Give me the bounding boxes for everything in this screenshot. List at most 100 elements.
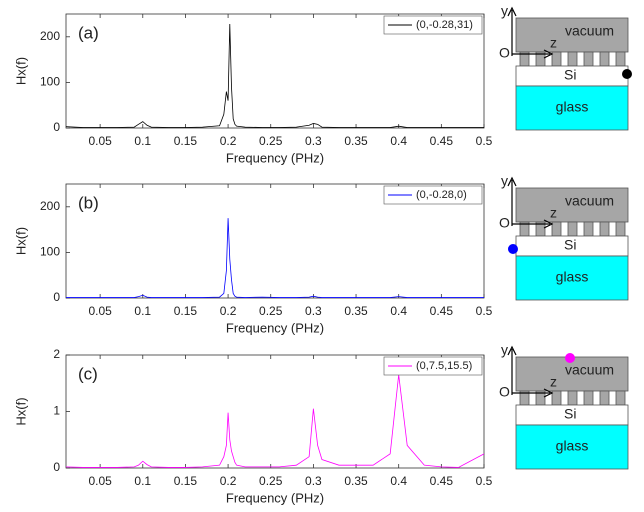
- grating-tooth: [551, 51, 562, 67]
- arrow-head: [543, 49, 554, 59]
- probe-dot: [622, 69, 632, 79]
- glass-label: glass: [556, 99, 589, 115]
- y-tick-label: 1: [53, 404, 60, 418]
- x-tick-label: 0.25: [259, 474, 283, 488]
- probe-dot: [508, 244, 518, 254]
- x-tick-label: 0.2: [220, 134, 237, 148]
- series-line: [66, 218, 484, 298]
- glass-label: glass: [556, 438, 589, 454]
- grating-tooth: [567, 390, 578, 406]
- glass-block: [515, 85, 629, 131]
- y-axis-title: Hx(f): [13, 227, 28, 255]
- y-tick-label: 0: [53, 460, 60, 474]
- x-tick-label: 0.2: [220, 474, 237, 488]
- origin-label: O: [499, 215, 510, 231]
- grating-tooth: [583, 390, 594, 406]
- si-label: Si: [564, 67, 576, 83]
- arrow-head: [507, 345, 517, 356]
- x-tick-label: 0.45: [430, 134, 454, 148]
- x-tick-label: 0.15: [174, 134, 198, 148]
- grating-tooth: [583, 51, 594, 67]
- x-axis-title: Frequency (PHz): [226, 320, 324, 335]
- vacuum-block: [515, 356, 629, 392]
- legend-label: (0,-0.28,31): [416, 19, 473, 31]
- x-tick-label: 0.2: [220, 304, 237, 318]
- arrow-head: [543, 388, 554, 398]
- legend-box: [383, 15, 483, 35]
- grating-tooth: [567, 51, 578, 67]
- panel-label: (b): [78, 193, 99, 212]
- legend-label: (0,7.5,15.5): [416, 360, 472, 372]
- probe-dot: [565, 353, 575, 363]
- grating-tooth: [615, 221, 626, 237]
- legend-box: [383, 356, 483, 376]
- arrow-head: [543, 219, 554, 229]
- origin-label: O: [499, 45, 510, 61]
- arrow-head: [507, 176, 517, 187]
- glass-block: [515, 255, 629, 301]
- x-axis-title: Frequency (PHz): [226, 490, 324, 505]
- x-tick-label: 0.3: [305, 304, 322, 318]
- grating-tooth: [551, 221, 562, 237]
- panel-label: (c): [78, 364, 98, 383]
- grating-tooth: [551, 390, 562, 406]
- vacuum-block: [515, 17, 629, 53]
- series-line: [65, 24, 484, 128]
- y-axis-title: Hx(f): [13, 57, 28, 85]
- y-tick-label: 200: [40, 199, 60, 213]
- x-tick-label: 0.1: [134, 474, 151, 488]
- x-tick-label: 0.25: [259, 304, 283, 318]
- x-tick-label: 0.5: [476, 304, 493, 318]
- x-tick-label: 0.1: [134, 134, 151, 148]
- series-line: [65, 374, 485, 468]
- y-axis-title: Hx(f): [13, 397, 28, 425]
- x-tick-label: 0.05: [88, 134, 112, 148]
- x-tick-label: 0.25: [259, 134, 283, 148]
- x-tick-label: 0.35: [344, 134, 368, 148]
- y-tick-label: 0: [53, 290, 60, 304]
- x-tick-label: 0.4: [390, 304, 407, 318]
- y-tick-label: 200: [40, 29, 60, 43]
- x-tick-label: 0.45: [430, 304, 454, 318]
- vacuum-label: vacuum: [565, 362, 614, 378]
- x-tick-label: 0.3: [305, 474, 322, 488]
- y-label: y: [501, 3, 508, 19]
- vacuum-label: vacuum: [565, 193, 614, 209]
- x-tick-label: 0.35: [344, 304, 368, 318]
- glass-label: glass: [556, 269, 589, 285]
- x-tick-label: 0.3: [305, 134, 322, 148]
- y-tick-label: 100: [40, 75, 60, 89]
- y-tick-label: 0: [53, 120, 60, 134]
- x-tick-label: 0.4: [390, 474, 407, 488]
- glass-block: [515, 424, 629, 470]
- grating-tooth: [615, 390, 626, 406]
- z-label: z: [550, 205, 557, 221]
- x-tick-label: 0.15: [174, 474, 198, 488]
- grating-tooth: [583, 221, 594, 237]
- grating-tooth: [599, 390, 610, 406]
- grating-tooth: [599, 51, 610, 67]
- x-tick-label: 0.35: [344, 474, 368, 488]
- grating-tooth: [599, 221, 610, 237]
- y-tick-label: 2: [53, 347, 60, 361]
- x-tick-label: 0.5: [476, 474, 493, 488]
- vacuum-label: vacuum: [565, 23, 614, 39]
- y-label: y: [501, 342, 508, 358]
- x-tick-label: 0.5: [476, 134, 493, 148]
- si-label: Si: [564, 237, 576, 253]
- origin-label: O: [499, 384, 510, 400]
- panel-label: (a): [78, 23, 99, 42]
- y-tick-label: 100: [40, 245, 60, 259]
- legend-box: [383, 185, 483, 205]
- legend-label: (0,-0.28,0): [416, 189, 467, 201]
- x-tick-label: 0.05: [88, 304, 112, 318]
- x-tick-label: 0.1: [134, 304, 151, 318]
- vacuum-block: [515, 187, 629, 223]
- arrow-head: [507, 6, 517, 17]
- x-tick-label: 0.05: [88, 474, 112, 488]
- grating-tooth: [615, 51, 626, 67]
- z-label: z: [550, 374, 557, 390]
- x-tick-label: 0.45: [430, 474, 454, 488]
- z-label: z: [550, 35, 557, 51]
